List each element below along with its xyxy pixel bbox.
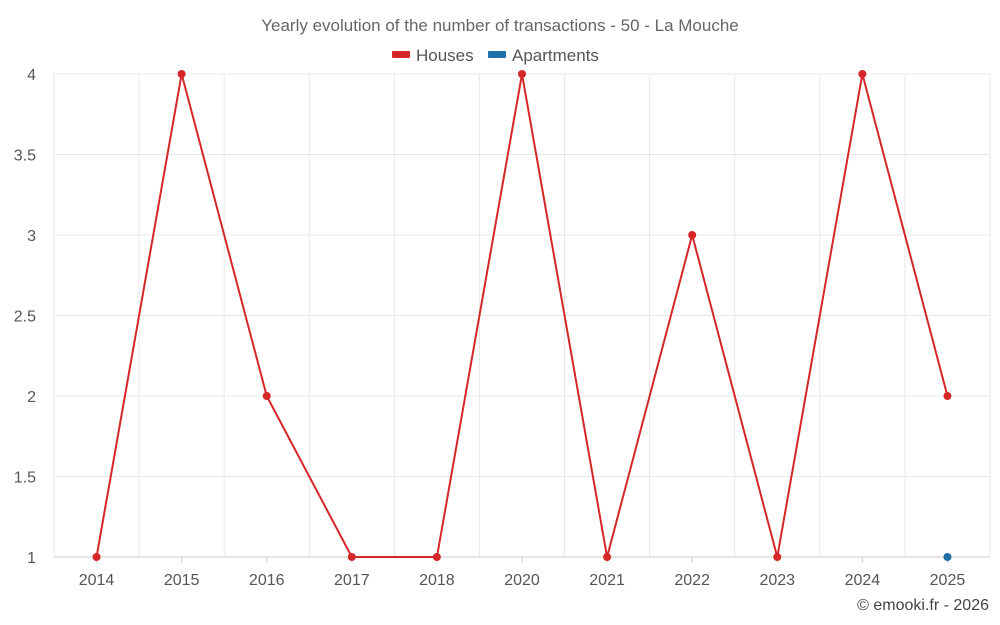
series (92, 70, 952, 561)
data-point-houses[interactable] (432, 553, 441, 561)
x-tick-label: 2020 (504, 572, 540, 589)
legend: Houses Apartments (392, 46, 599, 65)
data-point-houses[interactable] (262, 392, 271, 400)
legend-swatch-apartments (488, 51, 506, 58)
data-point-houses[interactable] (943, 392, 952, 400)
y-tick-label: 2.5 (14, 309, 36, 326)
axes: 1 1.5 2 2.5 3 3.5 4 2014 2015 2016 2017 2018 2020 202… (14, 67, 990, 589)
x-tick-label: 2025 (930, 572, 966, 589)
y-tick-label: 1.5 (14, 470, 36, 487)
x-tick-label: 2021 (589, 572, 625, 589)
x-tick-label: 2014 (79, 572, 115, 589)
data-point-houses[interactable] (92, 553, 101, 561)
legend-swatch-houses (392, 51, 410, 58)
data-point-houses[interactable] (518, 70, 526, 78)
x-tick-label: 2022 (674, 572, 710, 589)
y-tick-label: 3 (27, 228, 36, 245)
y-tick-label: 3.5 (14, 148, 36, 165)
x-tick-label: 2015 (164, 572, 200, 589)
data-point-houses[interactable] (688, 231, 697, 239)
data-point-houses[interactable] (177, 70, 186, 78)
chart-title: Yearly evolution of the number of transa… (261, 16, 739, 35)
x-tick-label: 2017 (334, 572, 370, 589)
y-tick-label: 2 (27, 389, 36, 406)
data-point-houses[interactable] (858, 70, 867, 78)
data-point-apartments[interactable] (943, 553, 952, 561)
legend-label-apartments: Apartments (512, 46, 599, 65)
x-tick-label: 2023 (759, 572, 795, 589)
credit-text: © emooki.fr - 2026 (857, 597, 989, 614)
x-tick-label: 2016 (249, 572, 285, 589)
y-tick-label: 4 (27, 67, 36, 84)
data-point-houses[interactable] (347, 553, 356, 561)
x-tick-label: 2024 (845, 572, 881, 589)
x-tick-label: 2018 (419, 572, 455, 589)
data-point-houses[interactable] (773, 553, 782, 561)
y-tick-label: 1 (27, 550, 36, 567)
legend-item-houses[interactable]: Houses (392, 46, 474, 65)
data-point-houses[interactable] (603, 553, 612, 561)
legend-label-houses: Houses (416, 46, 474, 65)
legend-item-apartments[interactable]: Apartments (488, 46, 599, 65)
